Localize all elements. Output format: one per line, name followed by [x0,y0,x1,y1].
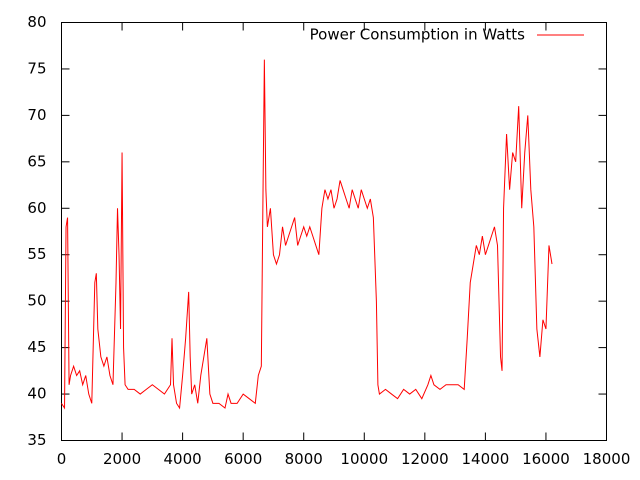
y-tick-label: 80 [27,13,46,31]
y-tick-label: 70 [27,106,46,124]
y-tick-label: 75 [27,59,46,77]
x-tick-label: 8000 [285,450,323,468]
x-tick-label: 18000 [583,450,631,468]
y-tick-label: 55 [27,245,46,263]
y-tick-label: 35 [27,431,46,449]
y-tick-label: 50 [27,292,46,310]
x-tick-label: 2000 [103,450,141,468]
x-tick-label: 4000 [164,450,202,468]
y-tick-label: 60 [27,199,46,217]
x-tick-label: 0 [57,450,67,468]
plot-frame [61,22,607,441]
legend-label: Power Consumption in Watts [310,26,526,44]
x-tick-label: 16000 [522,450,570,468]
x-tick-label: 6000 [224,450,262,468]
x-tick-label: 12000 [401,450,449,468]
data-line [61,59,553,410]
x-tick-label: 10000 [340,450,388,468]
x-tick-label: 14000 [462,450,510,468]
y-tick-label: 40 [27,385,46,403]
y-tick-label: 65 [27,152,46,170]
y-tick-label: 45 [27,338,46,356]
